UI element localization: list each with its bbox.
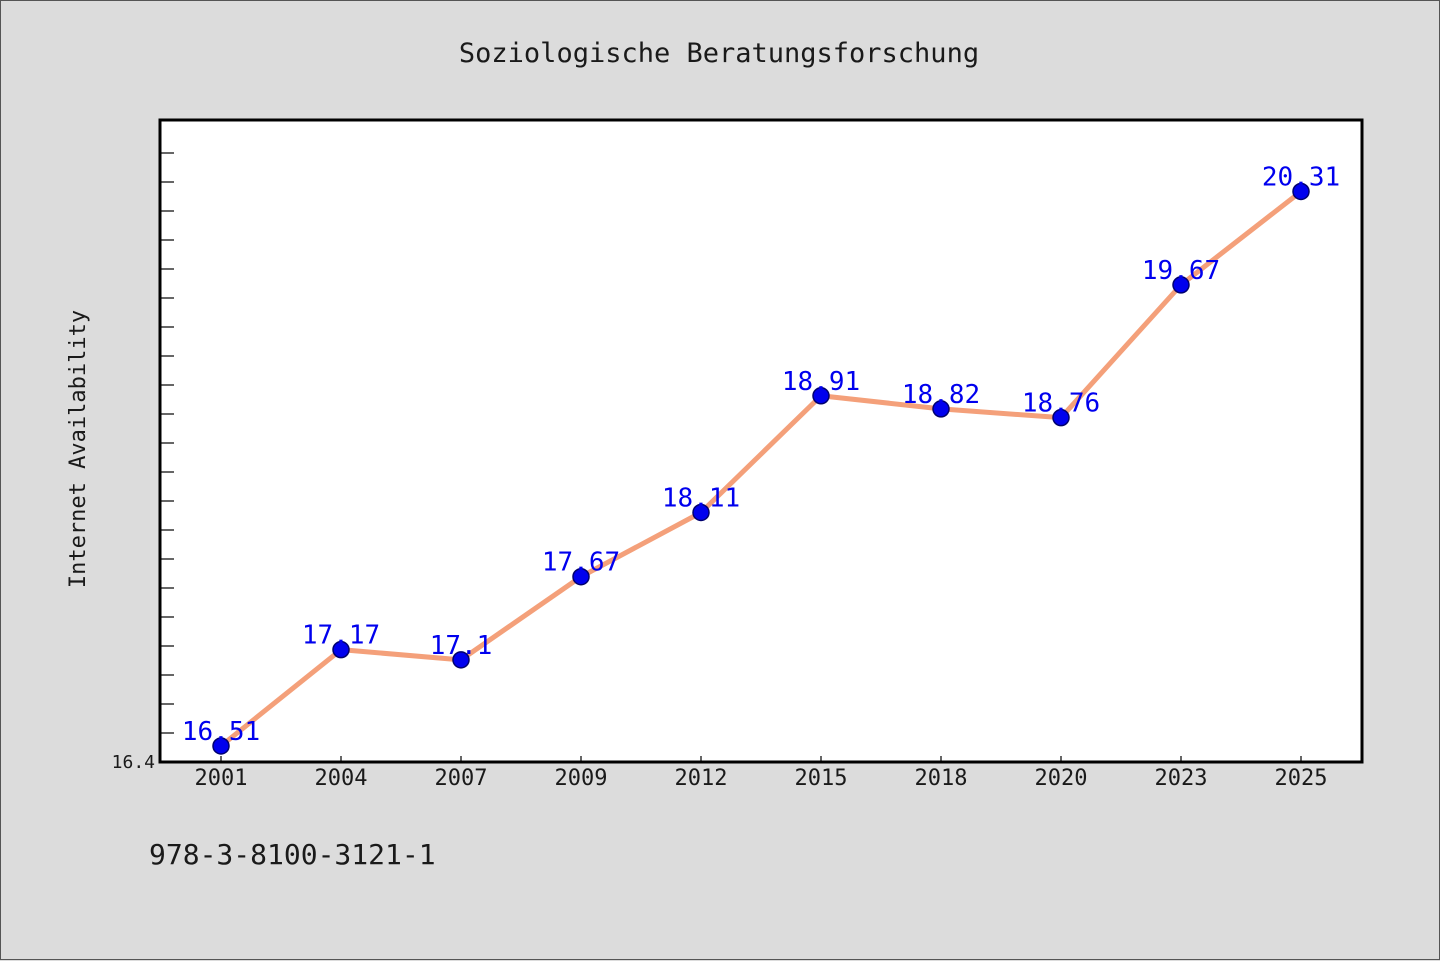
data-labels-layer: 16.51 17.17 17.1 17.67 18.11 18.91 18.82 18.76 1… [182,162,1340,746]
data-point-marker [1052,408,1070,427]
data-point-marker [692,503,710,522]
x-tick-label: 2018 [915,766,968,791]
data-point-marker [812,387,830,405]
y-axis-ticks: 16.4 [112,152,174,773]
x-tick-label: 2012 [675,766,728,791]
data-label: 19.67 [1142,256,1220,286]
y-tick-label: 16.4 [112,752,155,773]
x-tick-label: 2025 [1275,766,1328,791]
x-tick-label: 2023 [1155,766,1208,791]
data-point-marker [1172,276,1190,294]
data-label: 20.31 [1262,162,1340,192]
y-axis-label: Internet Availability [66,310,91,588]
data-label: 18.91 [782,367,860,397]
x-tick-label: 2001 [195,766,248,791]
data-point-marker [212,737,230,755]
data-point-marker [452,651,470,669]
data-point-marker [332,640,350,659]
x-axis-ticks: 2001 2004 2007 2009 2012 2015 2018 2020 2023 2025 [195,756,1328,791]
data-label: 18.11 [662,483,740,513]
series-layer [212,182,1310,755]
isbn-footnote: 978-3-8100-3121-1 [149,838,436,871]
data-label: 17.67 [542,548,620,578]
series-line [218,188,1304,749]
x-tick-label: 2007 [435,766,488,791]
x-tick-label: 2020 [1035,766,1088,791]
data-label: 17.17 [302,621,380,651]
plot-area [158,118,1364,764]
chart-title: Soziologische Beratungsforschung [459,38,979,69]
data-label: 16.51 [182,717,260,747]
x-tick-label: 2009 [555,766,608,791]
x-tick-label: 2004 [315,766,368,791]
data-point-marker [932,400,950,418]
data-label: 18.82 [902,380,980,410]
data-point-marker [1292,182,1310,201]
data-point-marker [572,567,590,586]
x-tick-label: 2015 [795,766,848,791]
data-label: 18.76 [1022,389,1100,419]
data-label: 17.1 [430,631,493,661]
